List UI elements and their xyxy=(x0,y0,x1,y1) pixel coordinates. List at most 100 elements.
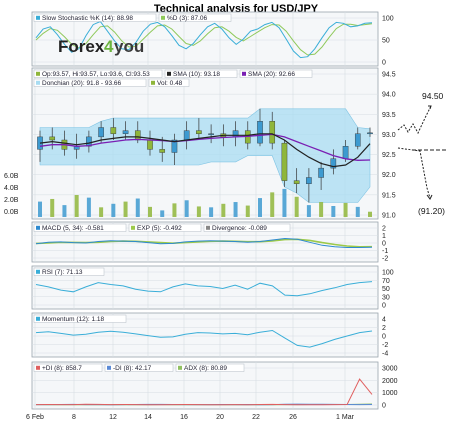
sma10-line xyxy=(39,133,371,168)
x-axis-tick-label: 26 xyxy=(289,414,297,421)
legend-swatch xyxy=(36,80,40,85)
candle-body xyxy=(134,130,141,141)
y-axis-tick-label: 30 xyxy=(382,294,390,301)
legend-label: ADX (8): 80.89 xyxy=(184,365,227,372)
legend-label: MACD (5, 34): -0.581 xyxy=(42,225,104,232)
legend-swatch xyxy=(36,365,40,370)
x-axis-tick-label: 22 xyxy=(252,414,260,421)
legend-box xyxy=(175,363,245,372)
legend-box xyxy=(33,78,147,87)
y-axis-tick-label: -4 xyxy=(382,351,388,358)
legend-swatch xyxy=(242,71,246,76)
plus-di-line xyxy=(35,378,373,406)
candle-body xyxy=(342,146,349,159)
volume-bar xyxy=(184,200,189,217)
candle-body xyxy=(367,132,373,135)
candle-body xyxy=(293,180,300,184)
stoch-k-line xyxy=(35,20,373,59)
y-axis-tick-label: 50 xyxy=(382,38,390,45)
donchian-band xyxy=(39,108,371,203)
y-axis-tick-label: 2000 xyxy=(382,378,398,385)
legend-box xyxy=(33,363,103,372)
y-axis-tick-label: -2 xyxy=(382,342,388,349)
candle-body xyxy=(208,133,214,135)
volume-bar xyxy=(172,203,177,217)
volume-bar xyxy=(50,198,55,217)
legend-box xyxy=(33,267,105,276)
forecast-upper-label: 94.50 xyxy=(422,91,444,101)
legend-label: EXP (5): -0.492 xyxy=(137,225,182,232)
legend-swatch xyxy=(36,225,40,230)
legend-label: Op:93.57, Hi:93.57, Lo:93.6, Cl:93.53 xyxy=(42,71,150,78)
legend-label: Divergence: -0.089 xyxy=(212,225,267,232)
legend-swatch xyxy=(178,365,182,370)
candle-body xyxy=(122,130,129,134)
candle-body xyxy=(269,121,276,144)
y-axis-tick-label: 2 xyxy=(382,325,386,332)
y-axis-tick-label: 92.0 xyxy=(382,172,396,179)
legend-label: SMA (10): 93.18 xyxy=(173,71,220,78)
volume-bar xyxy=(209,207,214,217)
momentum-panel-frame xyxy=(31,312,379,358)
legend-swatch xyxy=(36,316,40,321)
x-axis-tick-label: 12 xyxy=(109,414,117,421)
x-axis-tick-label: 16 xyxy=(180,414,188,421)
y-axis-tick-label: 0 xyxy=(382,334,386,341)
y-axis-tick-label: 50 xyxy=(382,286,390,293)
logo-text-forex: Forex xyxy=(58,37,105,56)
y-axis-tick-label: -1 xyxy=(382,248,388,255)
candle-body xyxy=(330,158,337,169)
candle-body xyxy=(110,127,117,134)
y-axis-tick-label: 0 xyxy=(382,60,386,67)
candle-body xyxy=(318,167,324,178)
forecast-down-arrowhead xyxy=(426,194,433,200)
legend-label: Donchian (20): 91.8 - 93.66 xyxy=(42,80,122,87)
legend-swatch xyxy=(36,71,40,76)
legend-box xyxy=(33,314,127,323)
y-axis-tick-label: 92.5 xyxy=(382,152,396,159)
legend-label: %D (3): 87.06 xyxy=(167,15,207,22)
volume-tick-label: 2.0B xyxy=(4,197,19,204)
candle-body xyxy=(281,142,288,181)
volume-bar xyxy=(245,205,250,217)
y-axis-tick-label: 93.5 xyxy=(382,112,396,119)
y-axis-tick-label: 94.5 xyxy=(382,72,396,79)
legend-swatch xyxy=(107,365,111,370)
volume-bar xyxy=(294,196,299,217)
forecast-lower-label: (91.20) xyxy=(418,206,445,216)
legend-swatch xyxy=(36,15,40,20)
y-axis-tick-label: 2 xyxy=(382,226,386,233)
forecast-annotation: 94.50 (91.20) xyxy=(397,91,446,216)
y-axis-tick-label: 100 xyxy=(382,16,394,23)
candle-body xyxy=(354,133,361,147)
candle-body xyxy=(49,136,56,141)
volume-bar xyxy=(258,198,262,217)
legend-label: Momentum (12): 1.18 xyxy=(42,316,105,323)
volume-bar xyxy=(306,205,311,217)
legend-box xyxy=(148,78,190,87)
legend-swatch xyxy=(167,71,171,76)
candle-body xyxy=(159,149,166,153)
volume-tick-label: 4.0B xyxy=(4,185,19,192)
volume-bar xyxy=(148,206,152,217)
x-axis-tick-label: 20 xyxy=(216,414,224,421)
volume-bar xyxy=(123,201,128,217)
legend-swatch xyxy=(161,15,165,20)
x-axis-tick-label: 14 xyxy=(144,414,152,421)
candle-body xyxy=(257,121,263,144)
volume-bar xyxy=(221,203,226,217)
volume-bar xyxy=(282,188,287,217)
legend-swatch xyxy=(131,225,135,230)
legend-swatch xyxy=(151,80,155,85)
volume-bar xyxy=(62,205,67,217)
y-axis-tick-label: 1000 xyxy=(382,390,398,397)
x-axis-tick-label: 6 Feb xyxy=(26,414,44,421)
volume-bar xyxy=(270,192,275,217)
legend-label: -DI (8): 42.17 xyxy=(113,365,152,372)
legend-box xyxy=(128,223,202,232)
volume-bar xyxy=(160,210,165,217)
volume-tick-label: 6.0B xyxy=(4,173,19,180)
volume-bar xyxy=(135,198,140,217)
legend-label: SMA (20): 92.66 xyxy=(248,71,295,78)
